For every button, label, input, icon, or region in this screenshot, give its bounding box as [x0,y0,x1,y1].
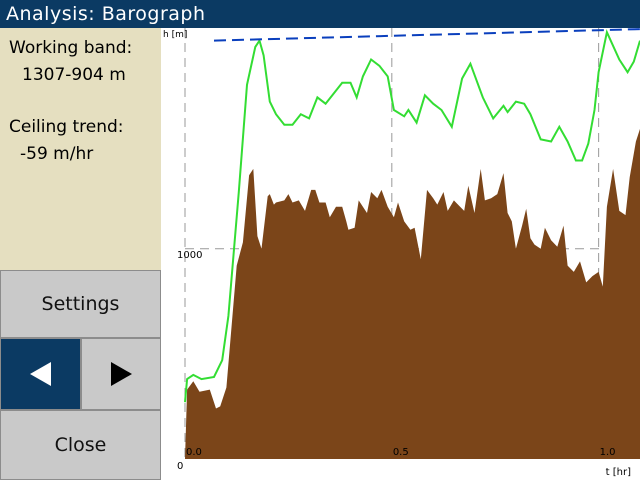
chart-lines-layer [184,28,640,403]
settings-button-label: Settings [41,293,120,315]
barograph-svg: h [m] t [hr] 00.0 0.5 1.0 1000 [163,28,640,478]
x-tick-label: 1.0 [600,447,616,458]
working-band-value: 1307-904 m [22,65,126,85]
y-tick-label: 1000 [177,250,202,261]
settings-button[interactable]: Settings [0,270,161,338]
right-arrow-icon [111,362,132,386]
ceiling-trend-label: Ceiling trend: [9,117,124,137]
x-axis-label: t [hr] [606,467,631,478]
next-button[interactable] [81,338,161,410]
close-button[interactable]: Close [0,410,161,480]
previous-button[interactable] [0,338,81,410]
chart-labels-layer: h [m] t [hr] 00.0 0.5 1.0 1000 [163,30,631,478]
y-zero-label: 0 [177,461,183,472]
ceiling-trend-value: -59 m/hr [20,144,94,164]
x-tick-label: 0.5 [393,447,409,458]
left-arrow-icon [29,362,51,386]
x-tick-label: 0.0 [186,447,202,458]
terrain-area [185,128,640,459]
working-band-label: Working band: [9,38,133,58]
barograph-chart: h [m] t [hr] 0 0.0 0.5 1.0 1000 [161,28,640,480]
close-button-label: Close [54,434,107,456]
climb-altitude-line [184,28,640,403]
y-axis-label: h [m] [163,30,187,40]
ceiling-trend-line [213,28,640,42]
terrain-area-layer [185,128,640,459]
window-title: Analysis: Barograph [0,0,640,28]
